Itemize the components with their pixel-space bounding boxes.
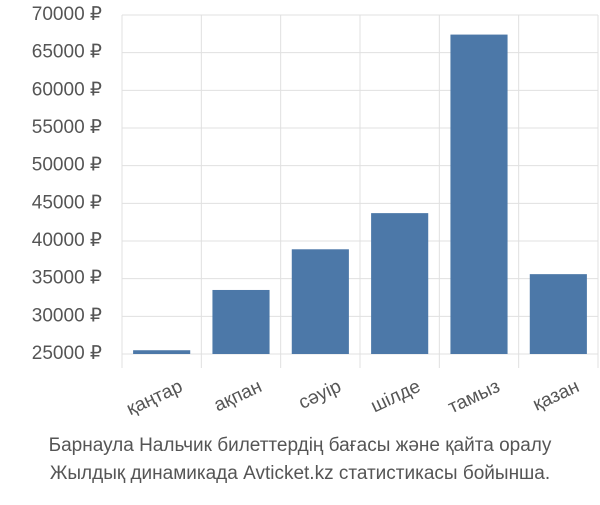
y-tick-label: 40000 ₽ — [32, 230, 102, 251]
x-tick-label: тамыз — [445, 376, 503, 418]
y-tick-label: 25000 ₽ — [32, 343, 102, 364]
bar — [529, 274, 587, 354]
bar — [450, 34, 508, 354]
chart-title: Барнаула Нальчик билеттердің бағасы және… — [49, 435, 552, 456]
bar — [133, 350, 191, 354]
x-tick-label: қазан — [530, 376, 583, 416]
x-tick-label: шілде — [368, 376, 424, 417]
x-tick-label: сәуір — [295, 376, 344, 414]
y-tick-label: 45000 ₽ — [32, 192, 102, 213]
y-tick-label: 55000 ₽ — [32, 117, 102, 138]
y-tick-label: 65000 ₽ — [32, 42, 102, 63]
x-tick-label: ақпан — [211, 376, 265, 416]
x-tick-label: қаңтар — [124, 376, 186, 420]
y-tick-label: 30000 ₽ — [32, 305, 102, 326]
y-tick-label: 50000 ₽ — [32, 155, 102, 176]
chart-subtitle: Жылдық динамикада Avticket.kz статистика… — [50, 463, 550, 484]
y-tick-label: 35000 ₽ — [32, 268, 102, 289]
y-tick-label: 70000 ₽ — [32, 4, 102, 25]
bar — [371, 213, 429, 354]
bar — [291, 249, 349, 354]
y-tick-label: 60000 ₽ — [32, 79, 102, 100]
bar — [212, 289, 270, 354]
